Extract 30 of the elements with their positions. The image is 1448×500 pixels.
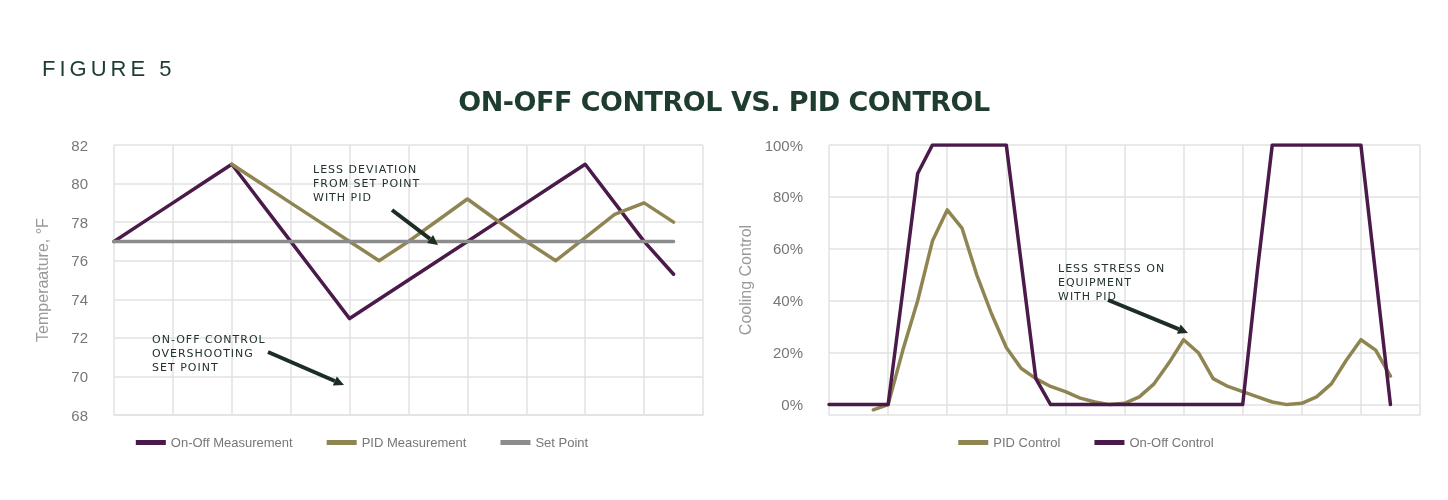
annotation: LESS STRESS ON EQUIPMENT WITH PID [1058, 262, 1166, 304]
annotation: ON-OFF CONTROL OVERSHOOTING SET POINT [152, 333, 266, 375]
y-tick-label: 60% [772, 240, 803, 258]
y-tick-label: 70 [71, 367, 88, 385]
y-tick-label: 20% [772, 344, 803, 362]
y-tick-label: 100% [764, 136, 803, 154]
y-tick-label: 68 [71, 406, 88, 424]
y-tick-label: 74 [71, 290, 88, 308]
legend-label: PID Measurement [361, 435, 467, 450]
chart-title: FIGURE 5 [42, 56, 176, 82]
y-tick-label: 76 [71, 252, 88, 270]
legend-label: On-Off Measurement [170, 435, 294, 450]
y-axis-title: Temperaature, °F [33, 217, 51, 342]
y-tick-label: 72 [71, 329, 88, 347]
legend-label: On-Off Control [1129, 435, 1214, 450]
y-tick-label: 80 [71, 175, 88, 193]
y-tick-label: 82 [71, 136, 88, 154]
line-series [230, 162, 676, 263]
y-tick-label: 80% [772, 188, 803, 206]
line-series [871, 208, 1393, 412]
line-series [827, 143, 1393, 407]
annotation: LESS DEVIATION FROM SET POINT WITH PID [313, 163, 421, 205]
legend-label: PID Control [993, 435, 1061, 450]
y-tick-label: 0% [781, 396, 803, 414]
y-tick-label: 40% [772, 292, 803, 310]
legend-label: Set Point [535, 435, 589, 450]
y-axis-title: Cooling Control [737, 224, 755, 336]
chart-subtitle: ON-OFF CONTROL VS. PID CONTROL [457, 86, 991, 117]
y-tick-label: 78 [71, 213, 88, 231]
line-series [112, 162, 676, 321]
